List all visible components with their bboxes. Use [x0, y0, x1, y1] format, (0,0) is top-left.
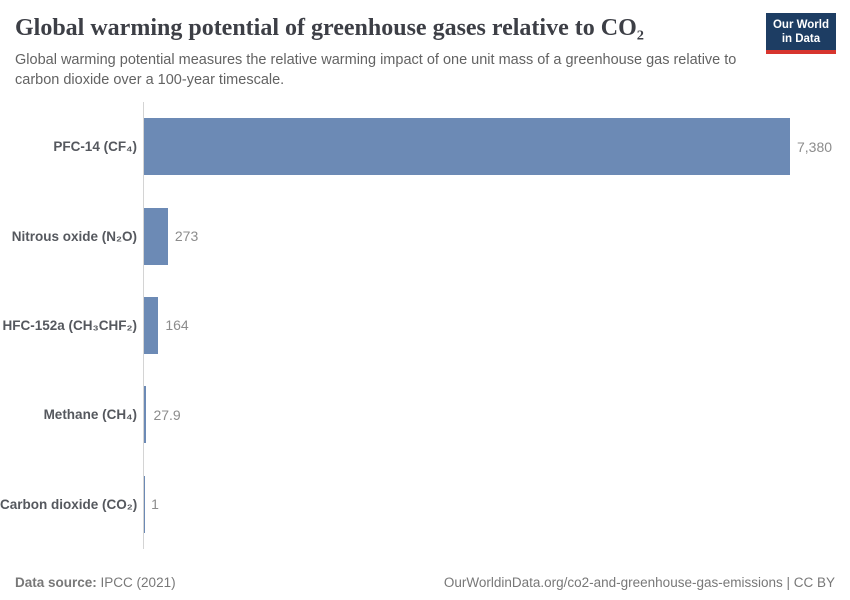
category-label: PFC-14 (CF₄)	[53, 139, 137, 155]
value-label: 164	[165, 317, 189, 334]
logo-line-2: in Data	[781, 33, 821, 46]
category-label: Carbon dioxide (CO₂)	[0, 496, 138, 512]
value-label: 27.9	[153, 406, 181, 423]
chart-subtitle: Global warming potential measures the re…	[15, 51, 737, 89]
bar[interactable]	[144, 207, 168, 265]
category-label: HFC-152a (CH₃CHF₂)	[2, 317, 138, 333]
bar-row: PFC-14 (CF₄) 7,380	[0, 102, 850, 191]
y-axis-line	[143, 101, 144, 549]
bar-row: HFC-152a (CH₃CHF₂) 164	[0, 281, 850, 370]
page-title: Global warming potential of greenhouse g…	[15, 15, 644, 41]
value-label: 1	[151, 496, 159, 513]
bar-area: 1	[144, 475, 850, 533]
bar-row: Carbon dioxide (CO₂) 1	[0, 460, 850, 549]
data-source: Data source: IPCC (2021)	[15, 575, 176, 590]
data-source-label: Data source:	[15, 575, 97, 590]
footer-link[interactable]: OurWorldinData.org/co2-and-greenhouse-ga…	[443, 575, 835, 590]
bar-area: 164	[144, 296, 850, 354]
category-label: Methane (CH₄)	[43, 407, 137, 423]
owid-logo[interactable]: Our World in Data	[765, 13, 836, 54]
value-label: 273	[174, 228, 199, 245]
bar-area: 273	[144, 207, 850, 265]
bar[interactable]	[144, 118, 790, 176]
category-label: Nitrous oxide (N₂O)	[11, 228, 137, 244]
bar-rows: PFC-14 (CF₄) 7,380 Nitrous oxide (N₂O) 273 H…	[0, 102, 850, 549]
bar[interactable]	[144, 296, 159, 354]
bar-area: 7,380	[144, 118, 850, 176]
chart-footer: Data source: IPCC (2021) OurWorldinData.…	[15, 575, 835, 590]
chart-header: Global warming potential of greenhouse g…	[0, 0, 850, 91]
data-source-value: IPCC (2021)	[100, 575, 176, 590]
bar[interactable]	[144, 386, 147, 444]
logo-line-1: Our World	[772, 19, 829, 31]
value-label: 7,380	[797, 138, 833, 155]
bar-row: Methane (CH₄) 27.9	[0, 370, 850, 459]
bar-row: Nitrous oxide (N₂O) 273	[0, 191, 850, 280]
bar-area: 27.9	[144, 386, 850, 444]
bar-chart: PFC-14 (CF₄) 7,380 Nitrous oxide (N₂O) 273 H…	[0, 101, 850, 549]
